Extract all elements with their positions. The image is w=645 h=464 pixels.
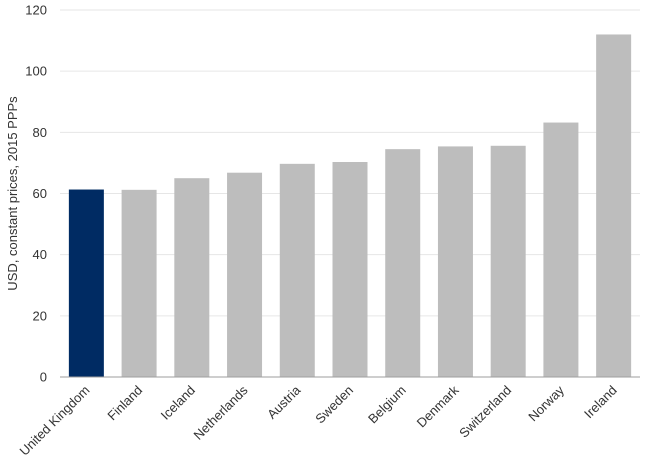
x-tick-label: Belgium xyxy=(365,383,409,427)
x-tick-label: United Kingdom xyxy=(16,383,92,459)
bar-series xyxy=(68,34,632,378)
y-tick-label: 60 xyxy=(33,186,47,201)
x-tick-label: Finland xyxy=(104,383,145,424)
x-tick-label: Switzerland xyxy=(456,383,514,441)
y-tick-label: 0 xyxy=(40,370,47,385)
y-tick-label: 100 xyxy=(25,64,47,79)
bar-austria xyxy=(279,163,315,377)
y-tick-label: 20 xyxy=(33,308,47,323)
x-tick-label: Sweden xyxy=(312,383,356,427)
bar-iceland xyxy=(174,178,210,377)
x-tick-label: Netherlands xyxy=(190,382,251,443)
bar-finland xyxy=(121,189,157,377)
y-axis-ticks: 0 20 40 60 80 100 120 xyxy=(25,3,47,385)
x-tick-label: Norway xyxy=(525,382,567,424)
x-tick-label: Iceland xyxy=(158,383,198,423)
x-tick-label: Denmark xyxy=(414,382,462,430)
bar-switzerland xyxy=(490,145,526,377)
y-axis-title: USD, constant prices, 2015 PPPs xyxy=(5,96,20,291)
bar-belgium xyxy=(385,149,421,377)
bar-sweden xyxy=(332,161,368,377)
y-tick-label: 80 xyxy=(33,125,47,140)
bar-norway xyxy=(543,122,579,378)
x-tick-label: Ireland xyxy=(581,383,620,422)
x-tick-label: Austria xyxy=(264,382,304,422)
y-tick-label: 120 xyxy=(25,3,47,18)
bar-ireland xyxy=(596,34,632,377)
bar-netherlands xyxy=(227,172,263,377)
y-tick-label: 40 xyxy=(33,247,47,262)
bar-united-kingdom xyxy=(68,189,104,377)
bar-denmark xyxy=(437,146,473,377)
